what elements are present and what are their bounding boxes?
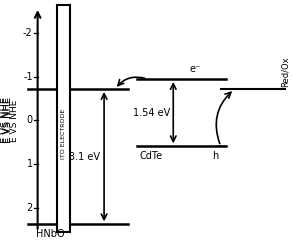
Text: h: h: [213, 151, 219, 161]
Text: 0: 0: [27, 115, 33, 125]
Bar: [57, 5, 70, 232]
Text: e⁻: e⁻: [190, 64, 201, 74]
Y-axis label: E VS NHE: E VS NHE: [3, 98, 13, 143]
Text: -2: -2: [23, 28, 33, 38]
Text: 1.54 eV: 1.54 eV: [133, 108, 171, 118]
Text: CdTe: CdTe: [139, 151, 162, 161]
Text: 2: 2: [27, 203, 33, 213]
Text: 1: 1: [27, 159, 33, 169]
Text: E VS NHE: E VS NHE: [1, 98, 11, 143]
Text: HNbO: HNbO: [36, 229, 65, 239]
Text: E VS NHE: E VS NHE: [10, 99, 19, 142]
Text: ITO ELECTRODE: ITO ELECTRODE: [61, 108, 66, 159]
Text: 3.1 eV: 3.1 eV: [69, 152, 100, 162]
Text: Red/Ox: Red/Ox: [281, 56, 290, 87]
Text: -1: -1: [23, 72, 33, 82]
